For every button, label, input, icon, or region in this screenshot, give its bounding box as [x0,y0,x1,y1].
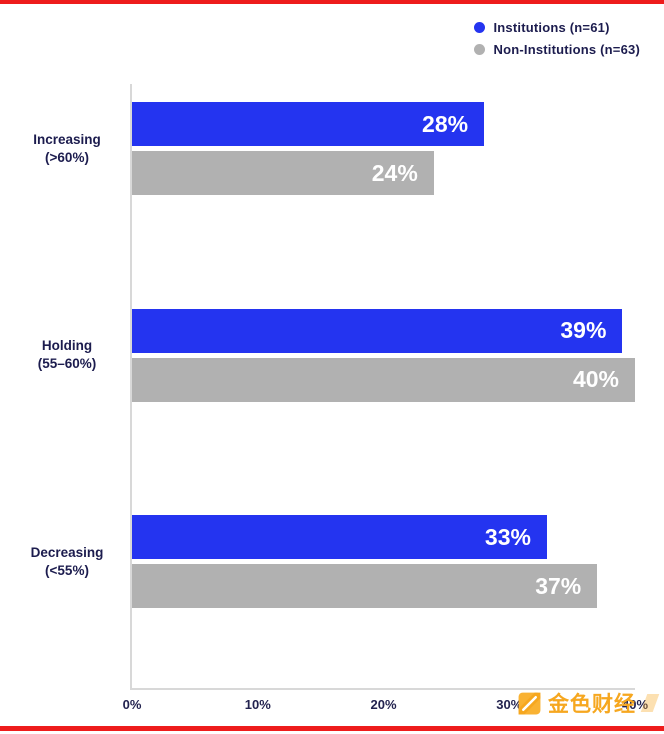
bar-value-label: 37% [535,572,582,599]
watermark-text: 金色财经 [548,693,636,716]
x-tick-40: 40% [621,697,649,712]
jinse-logo-icon [517,691,542,716]
category-label-line2: (<55%) [45,562,89,578]
bar-group-decreasing: Decreasing (<55%) 33% 37% [31,515,635,608]
legend-dot-institutions-icon [474,22,486,33]
category-label-holding: Holding (55–60%) [8,337,126,373]
category-label-line2: (>60%) [45,149,89,165]
legend-dot-non-institutions-icon [474,44,486,55]
bar-non-institutions-increasing: 24% [132,151,434,195]
bar-institutions-holding: 39% [132,308,623,353]
bar-value-label: 33% [484,523,531,550]
legend: Institutions (n=61) Non-Institutions (n=… [474,20,640,57]
category-label-line1: Increasing [33,131,101,147]
category-label-increasing: Increasing (>60%) [8,130,126,166]
bar-institutions-decreasing: 33% [132,515,547,559]
chart-plot-area: Increasing (>60%) 28% 24% Holding (55–60… [31,84,648,712]
x-tick-20: 20% [370,697,397,712]
category-label-line2: (55–60%) [37,356,97,371]
bar-groups: Increasing (>60%) 28% 24% Holding (55–60… [31,84,635,688]
watermark-mark [640,694,660,712]
x-axis: 0% 10% 20% 30% 40% [123,688,648,722]
bar-value-label: 39% [560,317,607,343]
x-tick-10: 10% [244,697,271,712]
category-label-line1: Holding [41,337,93,353]
bar-non-institutions-decreasing: 37% [132,564,598,608]
bottom-border-line [0,726,664,731]
legend-label-institutions: Institutions (n=61) [493,20,610,35]
bar-value-label: 40% [572,366,619,392]
bar-group-holding: Holding (55–60%) 39% 40% [38,308,635,402]
x-tick-30: 30% [496,697,523,712]
bar-institutions-increasing: 28% [132,102,485,146]
watermark: 金色财经 [517,688,660,718]
bar-non-institutions-holding: 40% [132,357,635,402]
legend-label-non-institutions: Non-Institutions (n=63) [493,42,640,57]
category-label-decreasing: Decreasing (<55%) [8,543,126,579]
x-tick-0: 0% [122,697,142,712]
top-border-line [0,0,664,4]
bar-value-label: 28% [422,110,469,137]
bar-group-increasing: Increasing (>60%) 28% 24% [33,102,635,195]
bar-value-label: 24% [371,159,418,186]
legend-item-non-institutions: Non-Institutions (n=63) [474,42,640,57]
category-label-line1: Decreasing [30,544,104,560]
legend-item-institutions: Institutions (n=61) [474,20,609,35]
